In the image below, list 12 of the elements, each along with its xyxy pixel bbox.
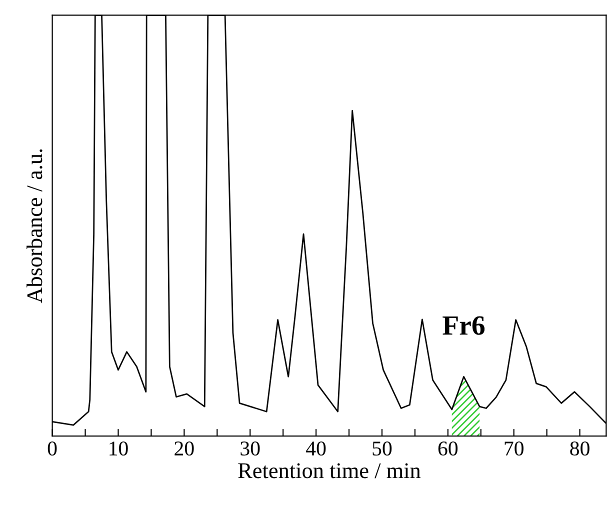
x-tick-label: 70 — [504, 441, 524, 456]
y-axis-title: Absorbance / a.u. — [26, 149, 42, 304]
x-tick-label: 30 — [240, 441, 260, 456]
x-tick-label: 80 — [570, 441, 590, 456]
x-tick-label: 60 — [438, 441, 458, 456]
x-tick-label: 40 — [306, 441, 326, 456]
x-tick-label: 50 — [372, 441, 392, 456]
x-tick-label: 20 — [174, 441, 194, 456]
annotation: Fr6 — [442, 316, 485, 335]
x-axis-title: Retention time / min — [238, 463, 421, 478]
x-tick-label: 0 — [48, 441, 57, 456]
x-tick-label: 10 — [110, 441, 128, 456]
